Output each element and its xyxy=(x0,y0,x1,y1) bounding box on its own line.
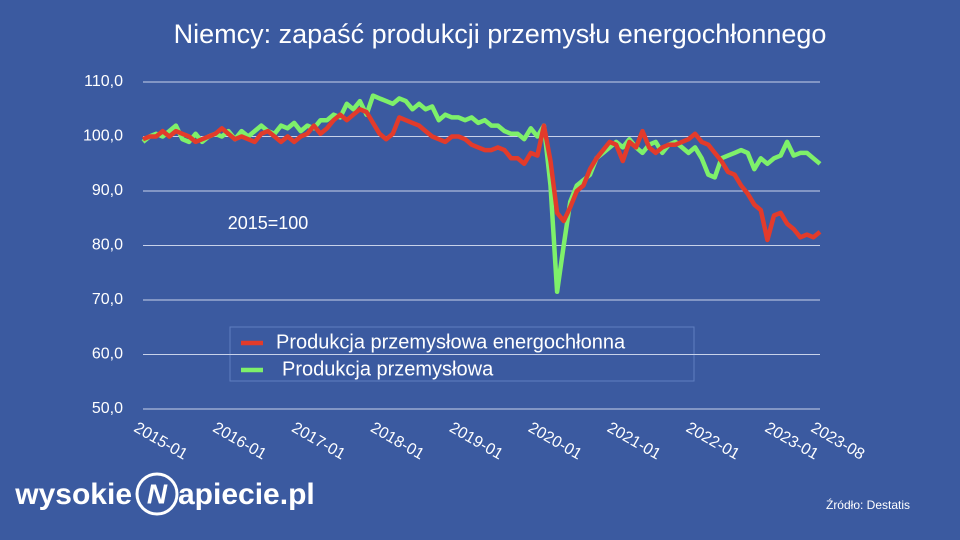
logo: wysokie N apiecie.pl xyxy=(14,472,315,516)
y-tick-label: 100,0 xyxy=(83,128,123,145)
legend-label: Produkcja przemysłowa energochłonna xyxy=(276,331,626,353)
chart-title: Niemcy: zapaść produkcji przemysłu energ… xyxy=(174,19,827,49)
y-tick-label: 50,0 xyxy=(92,400,123,417)
logo-letter: N xyxy=(147,478,168,509)
y-tick-label: 90,0 xyxy=(92,182,123,199)
y-tick-label: 110,0 xyxy=(84,73,123,90)
series-line xyxy=(141,93,822,295)
y-tick-label: 80,0 xyxy=(92,237,123,254)
logo-text: wysokie xyxy=(14,478,132,511)
y-tick-label: 60,0 xyxy=(92,346,123,363)
logo-ring xyxy=(135,472,179,516)
series-line xyxy=(142,107,822,243)
y-tick-label: 70,0 xyxy=(92,291,123,308)
logo-text: apiecie.pl xyxy=(178,478,315,511)
legend-label: Produkcja przemysłowa xyxy=(282,358,494,380)
source: Źródło: Destatis xyxy=(826,497,910,512)
annotation: 2015=100 xyxy=(228,213,309,233)
